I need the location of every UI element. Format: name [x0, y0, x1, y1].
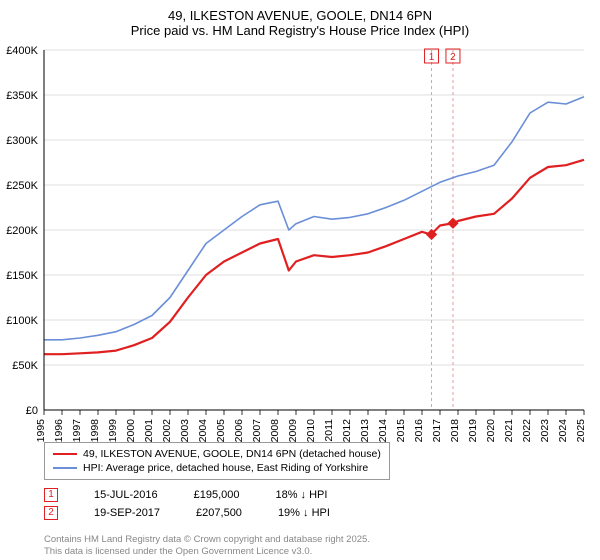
- x-tick-label: 2008: [269, 419, 281, 443]
- chart-svg: £0£50K£100K£150K£200K£250K£300K£350K£400…: [44, 50, 584, 410]
- footer-line-1: Contains HM Land Registry data © Crown c…: [44, 534, 370, 546]
- marker-delta-1: 18% ↓ HPI: [275, 489, 327, 501]
- y-tick-label: £250K: [6, 180, 38, 192]
- y-tick-label: £100K: [6, 315, 38, 327]
- x-tick-label: 1995: [35, 419, 47, 443]
- y-tick-label: £350K: [6, 90, 38, 102]
- legend-swatch-price: [53, 453, 77, 455]
- x-tick-label: 2003: [179, 419, 191, 443]
- x-tick-label: 2025: [575, 419, 587, 443]
- series-price_paid: [44, 160, 584, 354]
- x-tick-label: 2023: [539, 419, 551, 443]
- x-tick-label: 2007: [251, 419, 263, 443]
- x-tick-label: 1996: [53, 419, 65, 443]
- x-tick-label: 2004: [197, 419, 209, 443]
- y-tick-label: £0: [26, 405, 38, 417]
- x-tick-label: 1997: [71, 419, 83, 443]
- x-tick-label: 2013: [359, 419, 371, 443]
- x-tick-label: 2019: [467, 419, 479, 443]
- legend-item-hpi: HPI: Average price, detached house, East…: [53, 461, 381, 475]
- chart-area: £0£50K£100K£150K£200K£250K£300K£350K£400…: [44, 50, 584, 410]
- marker-badge-1: 1: [44, 488, 58, 502]
- legend-label-hpi: HPI: Average price, detached house, East…: [83, 462, 368, 474]
- title-address: 49, ILKESTON AVENUE, GOOLE, DN14 6PN: [0, 8, 600, 23]
- series-hpi: [44, 97, 584, 340]
- legend-label-price: 49, ILKESTON AVENUE, GOOLE, DN14 6PN (de…: [83, 448, 381, 460]
- x-tick-label: 2022: [521, 419, 533, 443]
- marker-row-2: 2 19-SEP-2017 £207,500 19% ↓ HPI: [44, 504, 330, 522]
- y-tick-label: £200K: [6, 225, 38, 237]
- legend: 49, ILKESTON AVENUE, GOOLE, DN14 6PN (de…: [44, 442, 390, 480]
- marker-badge-2: 2: [44, 506, 58, 520]
- legend-item-price: 49, ILKESTON AVENUE, GOOLE, DN14 6PN (de…: [53, 447, 381, 461]
- x-tick-label: 2001: [143, 419, 155, 443]
- marker-price-1: £195,000: [194, 489, 240, 501]
- y-tick-label: £150K: [6, 270, 38, 282]
- marker-date-2: 19-SEP-2017: [94, 507, 160, 519]
- y-tick-label: £50K: [12, 360, 38, 372]
- footer-line-2: This data is licensed under the Open Gov…: [44, 546, 370, 558]
- x-tick-label: 2010: [305, 419, 317, 443]
- y-tick-label: £300K: [6, 135, 38, 147]
- marker-price-2: £207,500: [196, 507, 242, 519]
- x-tick-label: 2009: [287, 419, 299, 443]
- event-marker: [447, 218, 458, 229]
- x-tick-label: 1998: [89, 419, 101, 443]
- x-tick-label: 2005: [215, 419, 227, 443]
- x-tick-label: 2016: [413, 419, 425, 443]
- markers-table: 1 15-JUL-2016 £195,000 18% ↓ HPI 2 19-SE…: [44, 486, 330, 522]
- x-tick-label: 2014: [377, 419, 389, 443]
- legend-swatch-hpi: [53, 467, 77, 469]
- x-tick-label: 2024: [557, 419, 569, 443]
- x-tick-label: 2012: [341, 419, 353, 443]
- event-label: 2: [450, 52, 456, 63]
- marker-date-1: 15-JUL-2016: [94, 489, 158, 501]
- x-tick-label: 2020: [485, 419, 497, 443]
- x-tick-label: 2021: [503, 419, 515, 443]
- chart-container: 49, ILKESTON AVENUE, GOOLE, DN14 6PN Pri…: [0, 0, 600, 560]
- x-tick-label: 2000: [125, 419, 137, 443]
- x-tick-label: 1999: [107, 419, 119, 443]
- event-label: 1: [429, 52, 435, 63]
- y-tick-label: £400K: [6, 45, 38, 57]
- footer: Contains HM Land Registry data © Crown c…: [44, 534, 370, 558]
- x-tick-label: 2011: [323, 419, 335, 442]
- marker-row-1: 1 15-JUL-2016 £195,000 18% ↓ HPI: [44, 486, 330, 504]
- x-tick-label: 2002: [161, 419, 173, 443]
- x-tick-label: 2006: [233, 419, 245, 443]
- x-tick-label: 2015: [395, 419, 407, 443]
- x-tick-label: 2018: [449, 419, 461, 443]
- x-tick-label: 2017: [431, 419, 443, 443]
- marker-delta-2: 19% ↓ HPI: [278, 507, 330, 519]
- title-subtitle: Price paid vs. HM Land Registry's House …: [0, 23, 600, 38]
- title-block: 49, ILKESTON AVENUE, GOOLE, DN14 6PN Pri…: [0, 0, 600, 42]
